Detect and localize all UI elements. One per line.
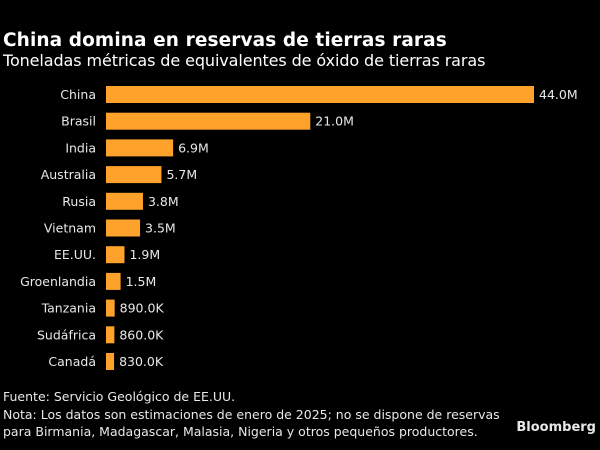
category-label: Sudáfrica <box>37 327 96 342</box>
category-label: Groenlandia <box>20 274 96 289</box>
note-line-2: para Birmania, Madagascar, Malasia, Nige… <box>3 424 478 439</box>
category-label: Tanzania <box>41 301 96 316</box>
bar <box>106 353 115 370</box>
bars-group: China 44.0M Brasil 21.0M India 6.9M Australia 5… <box>20 86 578 370</box>
value-label: 890.0K <box>120 301 165 316</box>
value-label: 1.5M <box>126 274 157 289</box>
value-label: 3.8M <box>148 194 179 209</box>
category-label: Australia <box>41 167 96 182</box>
chart-subtitle: Toneladas métricas de equivalentes de óx… <box>3 51 486 70</box>
value-label: 44.0M <box>539 87 578 102</box>
bar <box>106 246 125 264</box>
value-label: 6.9M <box>178 140 209 155</box>
bar <box>106 272 121 290</box>
bar <box>106 86 534 103</box>
value-label: 3.5M <box>145 221 176 236</box>
value-label: 5.7M <box>166 167 197 182</box>
category-label: Vietnam <box>44 221 96 236</box>
bar <box>106 299 115 317</box>
category-label: Brasil <box>61 114 96 129</box>
bar <box>106 112 311 130</box>
value-label: 830.0K <box>119 354 164 369</box>
source-note: Fuente: Servicio Geológico de EE.UU. <box>3 389 236 404</box>
value-label: 21.0M <box>315 114 354 129</box>
bar <box>106 219 141 237</box>
category-label: Rusia <box>62 194 96 209</box>
category-label: Canadá <box>48 354 96 369</box>
category-label: EE.UU. <box>54 247 96 262</box>
category-label: China <box>60 87 96 102</box>
chart-footer: Fuente: Servicio Geológico de EE.UU. Not… <box>3 388 500 441</box>
chart-title: China domina en reservas de tierras rara… <box>3 30 447 51</box>
bar <box>106 139 174 157</box>
value-label: 860.0K <box>119 327 164 342</box>
bloomberg-logo: Bloomberg <box>516 420 596 435</box>
note-line-1: Nota: Los datos son estimaciones de ener… <box>3 406 500 422</box>
value-label: 1.9M <box>129 247 160 262</box>
category-label: India <box>65 140 96 155</box>
bar <box>106 192 143 210</box>
bar <box>106 166 162 184</box>
bar <box>106 326 115 344</box>
